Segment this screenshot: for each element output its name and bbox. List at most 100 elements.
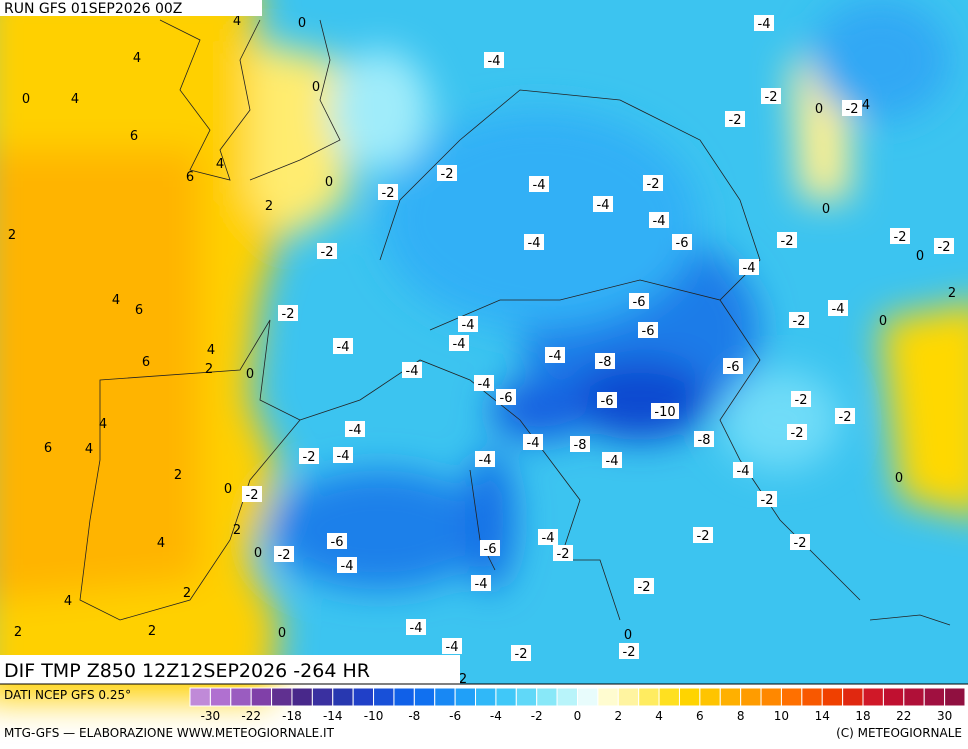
label-box <box>593 196 613 212</box>
label-box <box>278 305 298 321</box>
contour-label: -4 <box>542 531 555 546</box>
source: DATI NCEP GFS 0.25° <box>4 688 131 702</box>
label-box <box>333 447 353 463</box>
contour-label: -4 <box>337 340 350 355</box>
contour-label: -4 <box>549 349 562 364</box>
contour-label: 4 <box>112 293 120 308</box>
label-box <box>602 452 622 468</box>
contour-label: -4 <box>453 337 466 352</box>
contour-label: 0 <box>278 626 286 641</box>
contour-label: 2 <box>8 228 16 243</box>
label-box <box>406 619 426 635</box>
contour-label: 0 <box>224 482 232 497</box>
contour-label: -6 <box>727 360 740 375</box>
label-box <box>496 389 516 405</box>
label-box <box>733 462 753 478</box>
label-box <box>754 15 774 31</box>
contour-label: 2 <box>205 362 213 377</box>
contour-label: 0 <box>22 92 30 107</box>
label-box <box>242 486 262 502</box>
label-box <box>757 491 777 507</box>
color-swatch <box>760 687 782 707</box>
colorbar-label: 4 <box>655 709 663 723</box>
contour-label: -2 <box>623 645 636 660</box>
color-swatch <box>311 687 334 707</box>
label-box <box>597 392 617 408</box>
contour-label: 0 <box>298 16 306 31</box>
contour-label: -4 <box>533 178 546 193</box>
contour-label: 6 <box>186 170 194 185</box>
contour-label: -2 <box>894 230 907 245</box>
color-swatch <box>271 687 293 707</box>
contour-label: -2 <box>793 314 806 329</box>
contour-label: -4 <box>462 318 475 333</box>
colorbar-label: -2 <box>531 709 543 723</box>
label-box <box>777 232 797 248</box>
label-box <box>634 578 654 594</box>
contour-label: -10 <box>654 405 675 420</box>
label-box <box>835 408 855 424</box>
color-swatch <box>332 687 354 707</box>
color-swatch <box>780 687 803 707</box>
contour-label: -2 <box>246 488 259 503</box>
color-swatch <box>862 687 884 707</box>
label-box <box>739 259 759 275</box>
contour-label: -6 <box>601 394 614 409</box>
contour-label: -2 <box>638 580 651 595</box>
color-swatch <box>536 687 558 707</box>
contour-label: -4 <box>479 453 492 468</box>
color-swatch <box>944 687 966 707</box>
label-box <box>791 391 811 407</box>
color-swatch <box>577 687 599 707</box>
copyright: (C) METEOGIORNALE <box>836 726 962 740</box>
contour-label: 2 <box>233 523 241 538</box>
contour-label: 2 <box>183 586 191 601</box>
colorbar-label: 8 <box>737 709 745 723</box>
color-swatch <box>903 687 925 707</box>
label-box <box>327 533 347 549</box>
contour-label: 0 <box>916 249 924 264</box>
label-box <box>828 300 848 316</box>
label-box <box>442 638 462 654</box>
contour-label: 6 <box>135 303 143 318</box>
contour-label: 0 <box>624 628 632 643</box>
run-box <box>0 0 262 16</box>
contour-label: -2 <box>729 113 742 128</box>
label-box <box>449 335 469 351</box>
contour-label: 0 <box>895 471 903 486</box>
label-box <box>787 424 807 440</box>
contour-label: -4 <box>758 17 771 32</box>
label-box <box>437 165 457 181</box>
contour-label: 2 <box>948 286 956 301</box>
label-box <box>649 212 669 228</box>
label-box <box>402 362 422 378</box>
contour-label: 4 <box>233 14 241 29</box>
run-label: RUN GFS 01SEP2026 00Z <box>4 1 182 17</box>
colorbar-label: 0 <box>574 709 582 723</box>
color-swatch <box>230 687 252 707</box>
contour-label: -6 <box>633 295 646 310</box>
contour-label: -4 <box>446 640 459 655</box>
contour-label: 0 <box>254 546 262 561</box>
contour-label: -2 <box>794 536 807 551</box>
label-box <box>643 175 663 191</box>
colorbar-label: 18 <box>855 709 870 723</box>
label-box <box>378 184 398 200</box>
label-box <box>458 316 478 332</box>
contour-label: -2 <box>382 186 395 201</box>
colorbar-label: -8 <box>408 709 420 723</box>
color-swatch <box>801 687 823 707</box>
label-box <box>480 540 500 556</box>
color-swatch <box>617 687 640 707</box>
contour-label: 4 <box>216 157 224 172</box>
contour-label: 4 <box>85 442 93 457</box>
colorbar-label: -4 <box>490 709 502 723</box>
color-swatch <box>678 687 701 707</box>
label-box <box>553 545 573 561</box>
colorbar: -30 -22 -18 -14 -10 -8 -6 -4 -2 0 2 4 6 8 10 14 18 22 30 <box>189 687 966 723</box>
label-box <box>475 451 495 467</box>
color-swatch <box>393 687 415 707</box>
contour-label: -8 <box>698 433 711 448</box>
contour-label: 0 <box>822 202 830 217</box>
contour-label: -4 <box>337 449 350 464</box>
